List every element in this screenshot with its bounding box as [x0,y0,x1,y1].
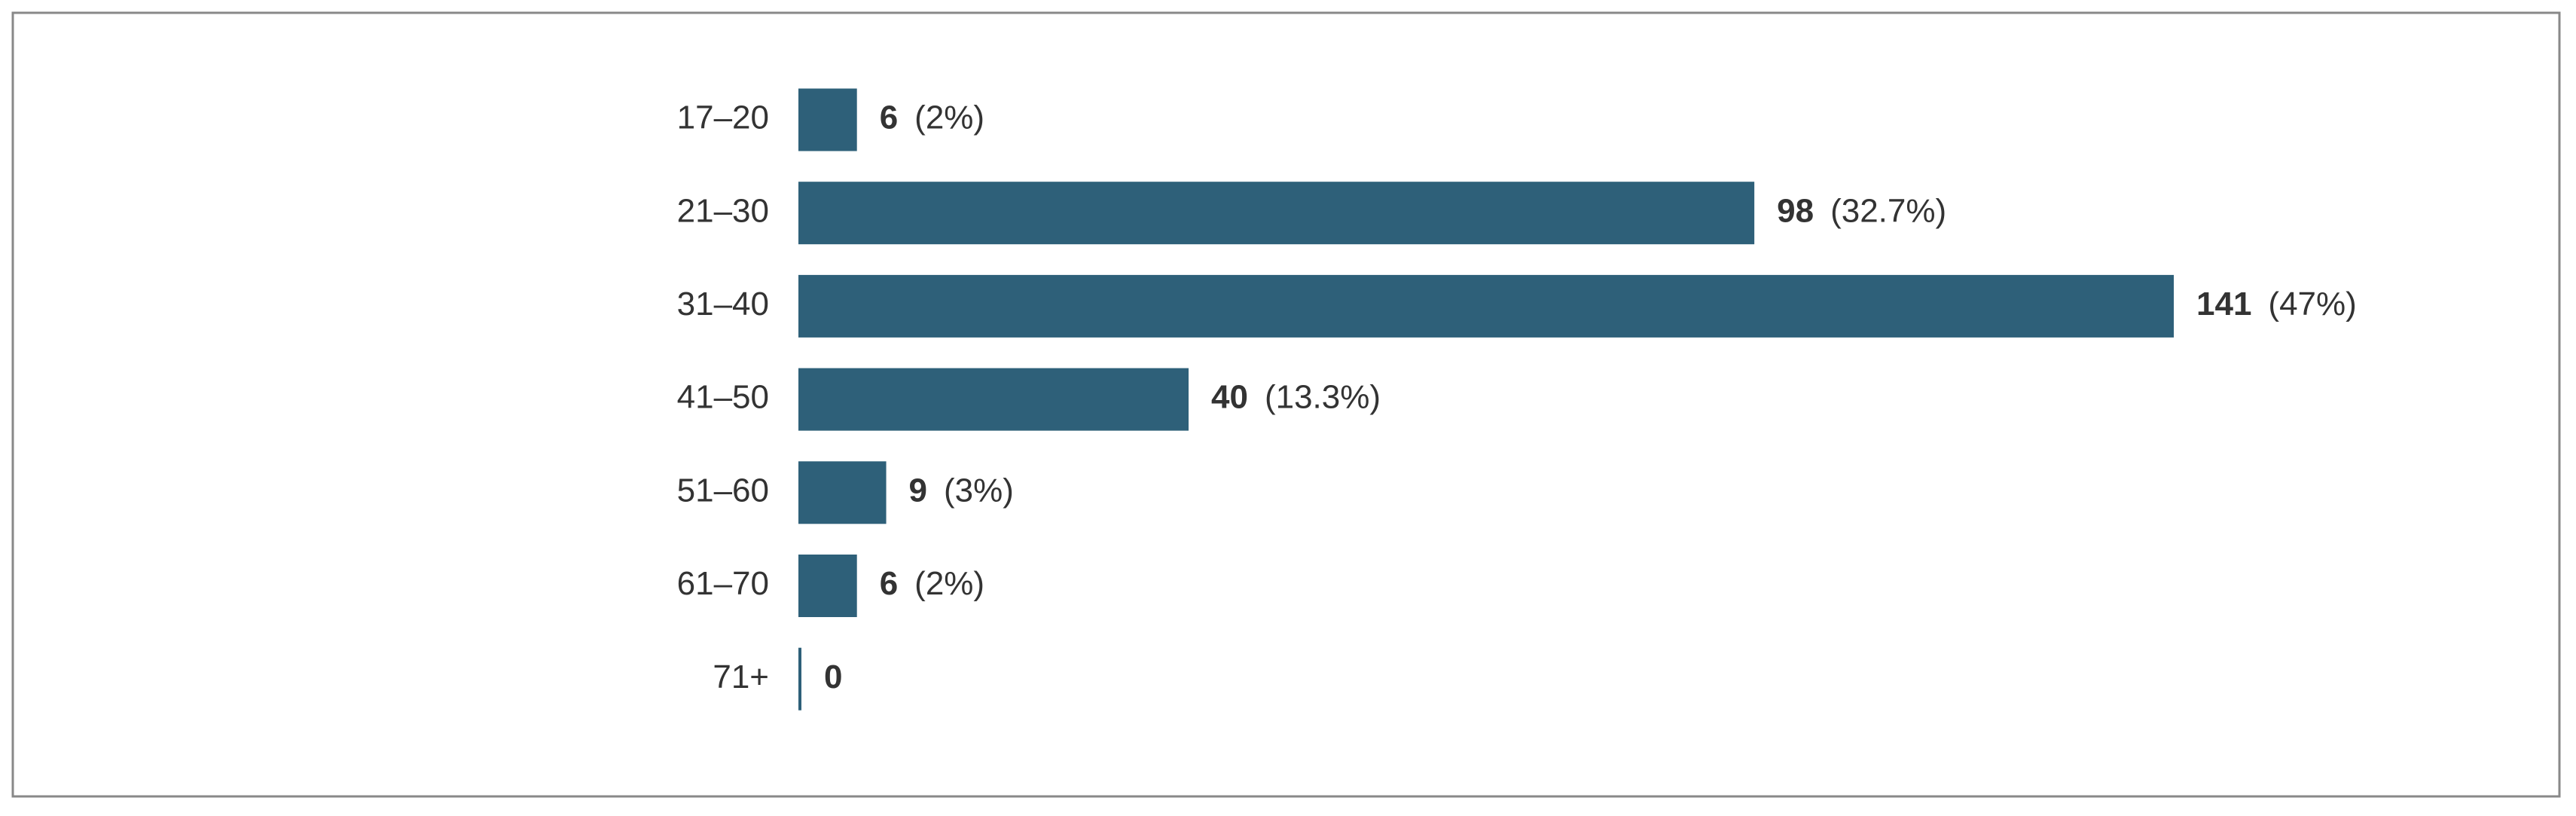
value-label: 6 [880,565,898,602]
value-label: 6 [880,99,898,136]
bar [798,88,857,151]
share-label: (2%) [914,99,984,136]
value-label: 98 [1777,192,1814,229]
category-label: 51–60 [677,472,769,509]
share-label: (13.3%) [1265,379,1381,416]
chart-frame [11,11,2561,798]
bar [798,555,857,617]
value-label: 40 [1211,379,1248,416]
bar [798,274,2174,338]
category-label: 21–30 [677,192,769,229]
bar [798,461,887,524]
value-label: 0 [824,659,842,695]
category-label: 31–40 [677,286,769,322]
share-label: (3%) [944,472,1014,509]
category-label: 61–70 [677,565,769,602]
category-label: 41–50 [677,379,769,416]
bar [798,182,1755,245]
category-label: 17–20 [677,99,769,136]
share-label: (47%) [2268,286,2356,322]
bar [798,368,1189,431]
value-label: 9 [909,472,927,509]
bar [798,647,801,711]
share-label: (2%) [914,565,984,602]
category-label: 71+ [713,659,769,695]
share-label: (32.7%) [1830,192,1946,229]
value-label: 141 [2196,286,2251,322]
